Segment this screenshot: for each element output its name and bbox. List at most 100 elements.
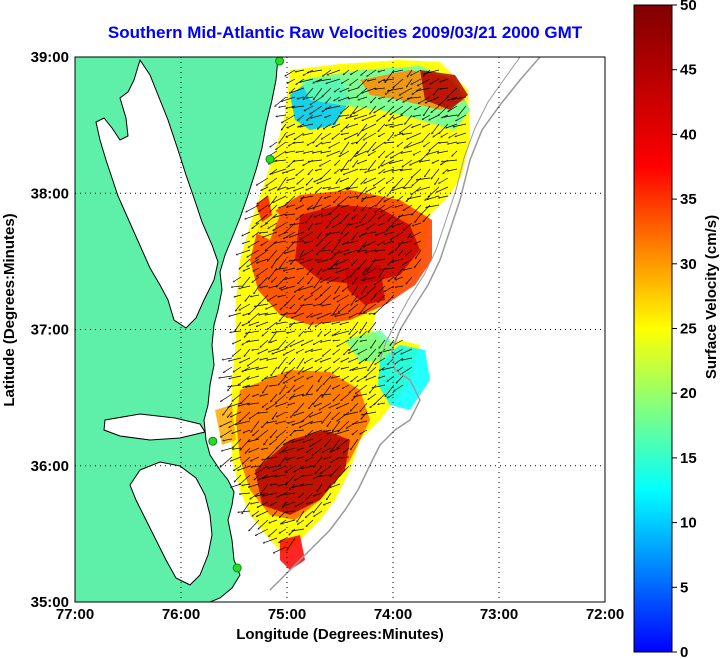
- velocity-vector: [296, 204, 305, 210]
- velocity-vector: [235, 321, 242, 332]
- velocity-vector: [355, 150, 368, 157]
- velocity-vector: [219, 375, 233, 378]
- velocity-vector: [314, 276, 323, 288]
- velocity-vector: [427, 195, 440, 200]
- velocity-vector: [342, 384, 350, 389]
- velocity-vector: [331, 312, 341, 316]
- velocity-vector: [239, 474, 251, 485]
- velocity-vector: [333, 195, 341, 203]
- velocity-vector: [271, 168, 287, 174]
- velocity-vector: [221, 447, 233, 451]
- velocity-vector: [378, 132, 386, 138]
- velocity-vector: [369, 312, 377, 314]
- velocity-vector: [403, 267, 413, 270]
- velocity-vector: [317, 177, 332, 184]
- velocity-vector: [311, 348, 323, 351]
- velocity-vector: [378, 294, 386, 303]
- velocity-vector: [360, 330, 368, 338]
- velocity-vector: [407, 69, 413, 77]
- velocity-vector: [325, 483, 332, 492]
- velocity-vector: [369, 105, 377, 114]
- velocity-vector: [362, 204, 368, 211]
- velocity-vector: [273, 213, 287, 218]
- velocity-vector: [455, 132, 467, 137]
- velocity-vector: [378, 348, 386, 357]
- map-plot-area: 77:00 76:00 75:00 74:00 73:00 72:00 39:00 38:0…: [31, 49, 625, 623]
- velocity-vector: [276, 411, 287, 418]
- velocity-vector: [329, 204, 341, 215]
- velocity-vector: [346, 186, 359, 189]
- velocity-vector: [362, 114, 377, 121]
- velocity-vector: [280, 303, 287, 310]
- longitude-tick-label: 74:00: [374, 606, 412, 623]
- velocity-vector: [234, 294, 242, 297]
- velocity-vector: [381, 204, 395, 213]
- velocity-vector: [252, 429, 260, 436]
- colorbar-tick-label: 45: [680, 62, 697, 79]
- velocity-vector: [232, 393, 242, 401]
- velocity-vector: [369, 204, 377, 210]
- velocity-vector: [327, 429, 341, 434]
- velocity-vector: [341, 204, 350, 207]
- velocity-vector: [342, 285, 350, 292]
- velocity-vector: [342, 276, 350, 282]
- velocity-vector: [301, 465, 314, 469]
- velocity-vector: [375, 285, 386, 295]
- velocity-vector: [320, 294, 332, 305]
- velocity-vector: [387, 87, 404, 91]
- velocity-vector: [323, 186, 332, 188]
- velocity-vector: [397, 195, 404, 201]
- velocity-vector: [279, 231, 287, 237]
- velocity-vector: [369, 384, 377, 393]
- velocity-vector: [332, 420, 341, 431]
- y-axis-label: Latitude (Degrees:Minutes): [1, 213, 18, 406]
- velocity-vector: [282, 168, 296, 173]
- velocity-vector: [256, 258, 269, 263]
- velocity-vector: [413, 150, 422, 156]
- velocity-vector: [357, 186, 368, 199]
- velocity-vector: [220, 420, 233, 428]
- velocity-vector: [446, 123, 458, 128]
- velocity-vector: [385, 384, 395, 397]
- velocity-vector: [272, 510, 278, 517]
- velocity-vectors: [219, 69, 467, 554]
- velocity-vector: [367, 69, 377, 77]
- velocity-vector: [292, 420, 305, 425]
- velocity-vector: [268, 465, 278, 468]
- velocity-vector: [232, 348, 242, 356]
- velocity-vector: [348, 222, 359, 225]
- velocity-vector: [364, 177, 377, 183]
- velocity-vector: [288, 402, 296, 405]
- velocity-vector: [298, 366, 305, 374]
- velocity-vector: [423, 105, 431, 116]
- velocity-vector: [401, 105, 413, 115]
- velocity-vector: [256, 213, 269, 224]
- velocity-vector: [403, 177, 413, 188]
- velocity-vector: [263, 537, 278, 543]
- velocity-vector: [275, 267, 287, 270]
- velocity-vector: [384, 105, 395, 117]
- velocity-vector: [332, 132, 341, 139]
- velocity-vector: [453, 123, 467, 127]
- velocity-vector: [363, 303, 377, 313]
- velocity-vector: [322, 348, 332, 356]
- velocity-vector: [352, 366, 368, 370]
- velocity-vector: [306, 447, 314, 453]
- velocity-vector: [373, 177, 386, 186]
- velocity-vector: [276, 114, 287, 117]
- velocity-vector: [421, 204, 431, 215]
- velocity-vector: [233, 366, 242, 372]
- velocity-vector: [268, 222, 278, 229]
- velocity-vector: [291, 87, 305, 93]
- velocity-vector: [314, 213, 323, 217]
- velocity-vector: [285, 69, 296, 77]
- velocity-vector: [315, 168, 323, 171]
- velocity-vector: [307, 114, 314, 121]
- velocity-vector: [367, 78, 377, 81]
- velocity-vector: [341, 393, 350, 401]
- latitude-tick-label: 37:00: [31, 322, 69, 339]
- velocity-vector: [276, 429, 287, 438]
- velocity-vector: [341, 123, 350, 132]
- velocity-vector: [262, 330, 269, 336]
